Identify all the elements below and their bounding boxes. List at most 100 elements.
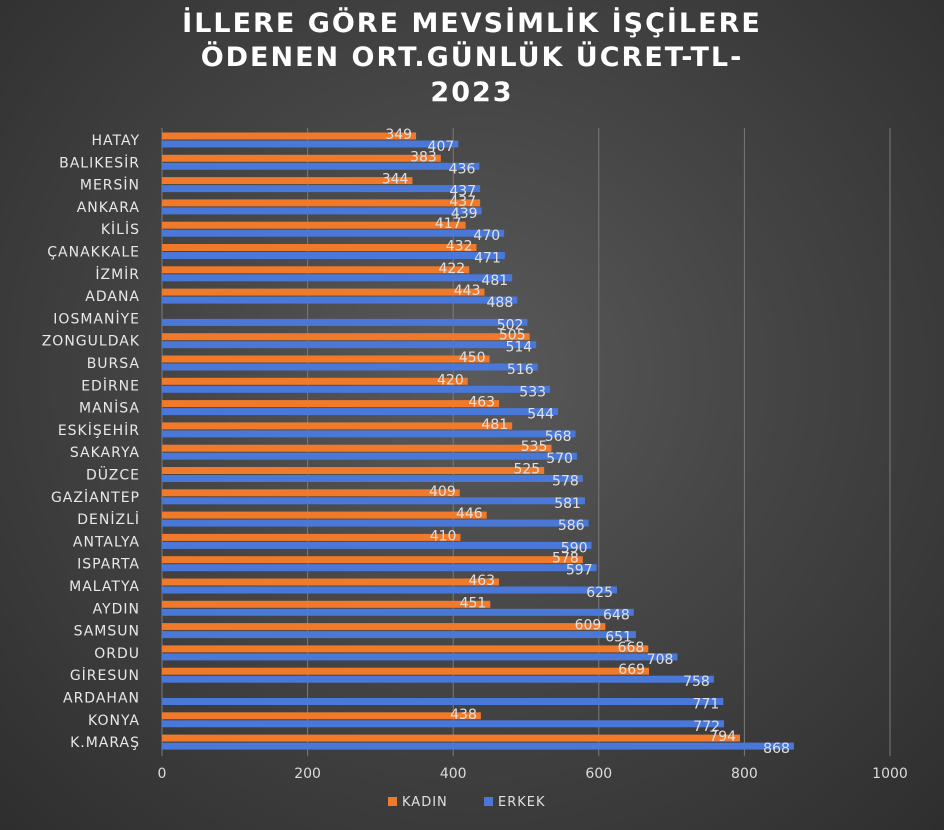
category-label: MERSİN xyxy=(80,176,140,194)
bar-erkek xyxy=(162,140,459,148)
category-label: ORDU xyxy=(94,646,140,662)
bar-erkek xyxy=(162,586,617,594)
data-label-kadin: 432 xyxy=(446,239,473,255)
bar-erkek xyxy=(162,720,725,728)
data-label-kadin: 535 xyxy=(521,439,548,455)
chart-title-line-2: ÖDENEN ORT.GÜNLÜK ÜCRET-TL- xyxy=(200,42,744,73)
data-label-erkek: 568 xyxy=(545,429,572,445)
data-label-kadin: 578 xyxy=(552,551,579,567)
category-label: DENİZLİ xyxy=(77,510,140,528)
data-label-erkek: 771 xyxy=(693,697,720,713)
data-label-erkek: 470 xyxy=(473,228,500,244)
category-label: DÜZCE xyxy=(86,466,140,484)
data-label-kadin: 669 xyxy=(618,662,645,678)
category-label: ZONGULDAK xyxy=(42,334,140,350)
bar-kadin xyxy=(162,333,530,341)
bar-kadin xyxy=(162,132,417,140)
chart-title-line-3: 2023 xyxy=(430,77,514,108)
data-label-kadin: 505 xyxy=(499,328,526,344)
bar-erkek xyxy=(162,541,592,549)
bar-kadin xyxy=(162,444,552,452)
bar-layer xyxy=(162,132,794,750)
bar-erkek xyxy=(162,296,518,304)
x-tick-label: 0 xyxy=(158,766,167,782)
bar-kadin xyxy=(162,467,545,474)
bar-erkek xyxy=(162,162,480,170)
data-label-kadin: 409 xyxy=(429,484,456,500)
data-label-kadin: 668 xyxy=(618,640,645,656)
data-label-kadin: 420 xyxy=(437,372,464,388)
data-label-kadin: 438 xyxy=(450,707,477,723)
bar-erkek xyxy=(162,475,583,482)
category-label: MALATYA xyxy=(69,579,140,595)
bar-kadin xyxy=(162,712,481,720)
category-label: KİLİS xyxy=(101,220,140,238)
bar-erkek xyxy=(162,631,636,639)
bar-kadin xyxy=(162,511,487,519)
bar-kadin xyxy=(162,288,485,296)
data-label-kadin: 422 xyxy=(438,261,465,277)
category-label: SAMSUN xyxy=(74,624,140,640)
data-label-erkek: 581 xyxy=(554,496,581,512)
bar-erkek xyxy=(162,341,537,349)
data-label-kadin: 410 xyxy=(430,528,457,544)
category-label: İZMİR xyxy=(95,265,140,283)
bar-kadin xyxy=(162,244,477,251)
bar-kadin xyxy=(162,154,441,162)
bar-erkek xyxy=(162,519,589,527)
data-label-erkek: 597 xyxy=(566,563,593,579)
data-label-erkek: 439 xyxy=(451,206,478,222)
data-label-kadin: 450 xyxy=(459,350,486,366)
data-label-erkek: 516 xyxy=(507,362,534,378)
bar-erkek xyxy=(162,185,481,193)
bar-kadin xyxy=(162,623,606,631)
data-label-erkek: 436 xyxy=(449,161,476,177)
category-label: SAKARYA xyxy=(70,445,140,461)
data-label-erkek: 708 xyxy=(647,652,674,668)
data-label-kadin: 344 xyxy=(382,172,409,188)
chart-title-line-1: İLLERE GÖRE MEVSİMLİK İŞÇİLERE xyxy=(182,8,762,39)
data-label-erkek: 488 xyxy=(487,295,514,311)
bar-kadin xyxy=(162,199,481,207)
bar-kadin xyxy=(162,489,460,497)
data-label-kadin: 609 xyxy=(575,618,602,634)
bar-kadin xyxy=(162,177,413,185)
data-label-erkek: 590 xyxy=(561,540,588,556)
data-label-kadin: 451 xyxy=(460,595,487,611)
category-label: ESKİŞEHİR xyxy=(58,421,140,439)
data-label-kadin: 383 xyxy=(410,149,437,165)
data-label-kadin: 794 xyxy=(709,729,736,745)
x-tick-label: 200 xyxy=(294,766,321,782)
category-label: AYDIN xyxy=(93,601,140,617)
bar-erkek xyxy=(162,229,505,237)
data-label-erkek: 868 xyxy=(763,741,790,757)
bar-kadin xyxy=(162,355,490,363)
category-label: ADANA xyxy=(85,289,140,305)
category-label: IOSMANİYE xyxy=(53,309,140,327)
legend-swatch-kadin xyxy=(388,797,397,806)
category-label: BURSA xyxy=(87,356,140,372)
legend: KADIN ERKEK xyxy=(388,795,545,810)
category-label: ANTALYA xyxy=(73,534,140,550)
data-label-erkek: 407 xyxy=(428,139,455,155)
bar-erkek xyxy=(162,363,538,371)
data-label-kadin: 463 xyxy=(468,395,495,411)
data-label-kadin: 525 xyxy=(513,462,540,478)
category-label: GİRESUN xyxy=(70,666,140,684)
data-label-kadin: 437 xyxy=(449,194,476,210)
data-label-erkek: 758 xyxy=(683,674,710,690)
data-label-erkek: 437 xyxy=(449,184,476,200)
x-tick-label: 400 xyxy=(440,766,467,782)
data-label-kadin: 463 xyxy=(468,573,495,589)
axis-layer: 0 200 400 600 800 1000 xyxy=(158,766,908,782)
bar-erkek xyxy=(162,497,585,505)
data-label-kadin: 446 xyxy=(456,506,483,522)
data-label-erkek: 578 xyxy=(552,474,579,490)
category-label: K.MARAŞ xyxy=(70,735,140,751)
bar-erkek xyxy=(162,698,724,705)
data-label-kadin: 349 xyxy=(385,127,412,143)
bar-kadin xyxy=(162,533,461,541)
data-label-kadin: 443 xyxy=(454,283,481,299)
bar-kadin xyxy=(162,734,741,742)
